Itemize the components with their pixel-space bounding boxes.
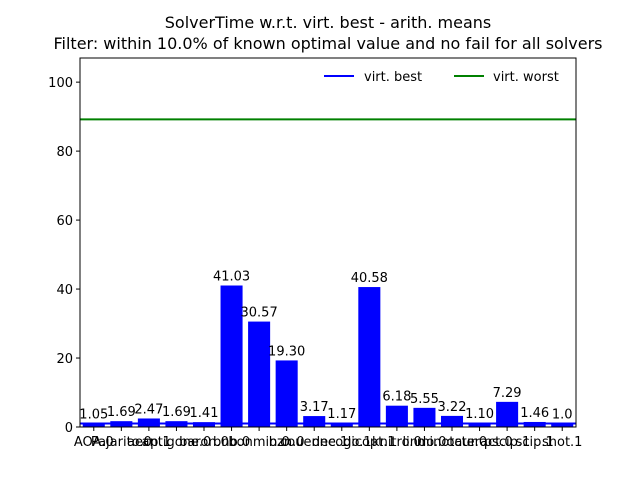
bar-lindo.0 [413,407,436,427]
x-tick-label-antigone.0: antigone.0 [142,435,212,450]
y-tick-label-80: 80 [56,145,73,160]
x-tick-label-pscip.1: pscip.1 [484,435,530,450]
bar-knitro.0 [385,405,408,427]
x-tick-label-octeract.0: octeract.0 [446,435,512,450]
data-label-AOA.0: 1.05 [79,407,108,422]
data-label-octeract.0: 1.10 [465,407,494,422]
x-tick-label-lindo.0: lindo.0 [403,435,447,450]
data-label-baron.0: 1.41 [190,406,219,421]
legend-label-virt-best: virt. best [364,70,422,85]
data-label-bzn.0: 19.30 [268,344,305,359]
bar-decogo.1 [330,422,353,427]
bar-bnb.0 [220,285,243,427]
bar-octeract.0 [468,423,491,427]
bar-shot.1 [551,423,574,427]
data-label-pscip.1: 7.29 [493,386,522,401]
data-label-lindo.0: 5.55 [410,392,439,407]
axes-frame [79,57,577,428]
x-tick-label-baron.0: baron.0 [179,435,229,450]
x-tick-label-shot.1: shot.1 [542,435,582,450]
data-label-shot.1: 1.0 [552,408,573,423]
x-tick-label-bonmin.0: bonmin.0 [228,435,289,450]
bar-minotaur.0 [440,415,464,427]
data-label-dicopt.1: 40.58 [351,271,388,286]
x-tick-label-minotaur.0: minotaur.0 [417,435,487,450]
data-label-bonmin.0: 30.57 [241,306,278,321]
data-label-antigone.0: 1.69 [162,405,191,420]
bar-antigone.0 [165,421,188,427]
bar-dicopt.1 [358,287,381,427]
y-tick-label-0: 0 [65,421,73,436]
x-tick-label-bnb.0: bnb.0 [213,435,250,450]
y-tick-label-20: 20 [56,352,73,367]
data-label-Pajarito.0: 1.69 [107,405,136,420]
x-tick-label-knitro.0: knitro.0 [372,435,422,450]
bar-bonmin.0 [248,321,271,427]
bar-baron.0 [192,422,216,427]
chart-title: SolverTime w.r.t. virt. best - arith. me… [165,13,491,32]
y-tick-label-40: 40 [56,283,73,298]
plot-area: 1.051.692.471.691.4141.0330.5719.303.171… [48,57,582,450]
legend-label-virt-worst: virt. worst [493,70,559,85]
bar-AOA.0 [82,423,105,427]
bar-bzn.0 [275,360,298,427]
bar-pscip.1 [496,401,519,427]
data-label-aecp.1: 2.47 [134,402,163,417]
data-label-scip.1: 1.46 [520,406,549,421]
y-tick-label-60: 60 [56,214,73,229]
x-tick-label-decogo.1: decogo.1 [312,435,372,450]
data-label-decogo.1: 1.17 [327,407,356,422]
x-tick-label-aecp.1: aecp.1 [127,435,171,450]
legend: virt. best virt. worst [324,70,559,85]
x-tick-label-Pajarito.0: Pajarito.0 [91,435,152,450]
x-tick-label-bzn.0: bzn.0 [269,435,305,450]
data-label-knitro.0: 6.18 [382,390,411,405]
data-label-couenne.1: 3.17 [300,400,329,415]
data-label-minotaur.0: 3.22 [438,400,467,415]
x-tick-label-dicopt.1: dicopt.1 [343,435,396,450]
data-label-bnb.0: 41.03 [213,270,250,285]
x-tick-label-scip.1: scip.1 [516,435,554,450]
bar-couenne.1 [303,416,326,427]
bar-aecp.1 [137,418,160,427]
x-tick-label-AOA.0: AOA.0 [74,435,114,450]
chart-subtitle: Filter: within 10.0% of known optimal va… [53,34,602,53]
y-tick-label-100: 100 [48,76,73,91]
x-tick-label-couenne.1: couenne.1 [280,435,348,450]
bar-scip.1 [523,421,546,427]
bar-Pajarito.0 [110,421,133,427]
